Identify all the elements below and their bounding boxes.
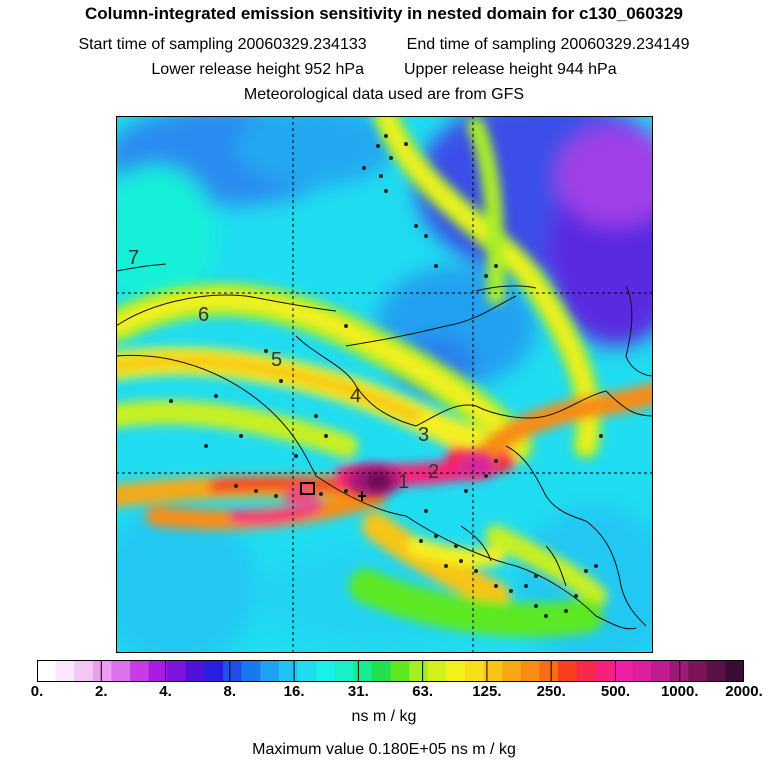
colorbar-tick-label: 8.: [223, 683, 237, 700]
colorbar-cell: [576, 660, 596, 682]
colorbar-cell: [204, 660, 224, 682]
day-label: 7: [128, 247, 139, 269]
colorbar-tick-label: 0.: [30, 683, 44, 700]
day-label: 2: [428, 461, 439, 483]
colorbar-cell: [557, 660, 578, 682]
lower-release-label: Lower release height: [151, 61, 300, 78]
day-labels: 7 6 5 4 3 21: [128, 247, 439, 493]
colorbar-cell: [278, 660, 299, 682]
colorbar-cell: [464, 660, 485, 682]
release-point-marker: [358, 491, 366, 501]
colorbar-cell: [297, 660, 317, 682]
colorbar-cell: [148, 660, 168, 682]
colorbar-tick-label: 500.: [600, 683, 631, 700]
end-time-value: 20060329.234149: [560, 36, 690, 53]
day-label: 3: [418, 424, 429, 446]
colorbar-cell: [55, 660, 75, 682]
colorbar-cell: [520, 660, 540, 682]
colorbar-tick-label: 16.: [283, 683, 305, 700]
particle-markers: [169, 134, 603, 618]
colorbar-cell: [688, 660, 708, 682]
colorbar-tick-label: 2.: [95, 683, 108, 700]
colorbar-cell: [241, 660, 261, 682]
sampling-times: Start time of sampling 20060329.234133 En…: [0, 36, 768, 54]
colorbar-cell: [390, 660, 410, 682]
colorbar-cell: [260, 660, 280, 682]
colorbar-cell: [223, 660, 243, 682]
colorbar-cell: [595, 660, 615, 682]
lower-release-value: 952 hPa: [304, 61, 364, 78]
day-label: 5: [271, 349, 282, 371]
colorbar-cell: [353, 660, 373, 682]
day-label: 1: [398, 471, 409, 493]
release-heights: Lower release height 952 hPa Upper releas…: [0, 61, 768, 79]
colorbar-tick-label: 4.: [159, 683, 172, 700]
colorbar-tick-label: 63.: [412, 683, 434, 700]
colorbar-cell: [316, 660, 336, 682]
sensitivity-map: 7 6 5 4 3 21: [116, 116, 653, 653]
map-frame: [116, 116, 653, 653]
colorbar-tick-label: 125.: [472, 683, 502, 700]
colorbar-cell: [185, 660, 206, 682]
colorbar-cell: [632, 660, 652, 682]
colorbar-cell: [725, 660, 744, 682]
colorbar-cell: [130, 660, 150, 682]
colorbar-cell: [167, 660, 187, 682]
colorbar-cell: [334, 660, 354, 682]
colorbar-cell: [427, 660, 447, 682]
colorbar-cell: [446, 660, 466, 682]
colorbar-tick-label: 2000.: [725, 683, 763, 700]
end-time-label: End time of sampling: [406, 36, 557, 53]
colorbar-cell: [74, 660, 94, 682]
colorbar-cell: [92, 660, 113, 682]
start-time-value: 20060329.234133: [237, 36, 367, 53]
colorbar-tick-label: 1000.: [660, 683, 699, 700]
colorbar-cell: [539, 660, 559, 682]
upper-release-value: 944 hPa: [557, 61, 617, 78]
met-data-note: Meteorological data used are from GFS: [243, 86, 525, 103]
start-time-label: Start time of sampling: [78, 36, 234, 53]
maximum-value: Maximum value 0.180E+05 ns m / kg: [252, 741, 516, 758]
colorbar-cell: [111, 660, 131, 682]
colorbar-cell: [650, 660, 671, 682]
colorbar-cell: [669, 660, 689, 682]
colorbar-cell: [409, 660, 429, 682]
colorbar-tick-label: 31.: [347, 683, 369, 700]
colorbar-cell: [371, 660, 392, 682]
colorbar-cell: [706, 660, 726, 682]
colorbar-cell: [483, 660, 503, 682]
day-label: 4: [350, 385, 361, 407]
colorbar-tick-label: 250.: [536, 683, 566, 700]
sensitivity-field: 7 6 5 4 3 21: [116, 116, 653, 653]
day-label: 6: [198, 304, 209, 326]
colorbar-cell: [37, 660, 57, 682]
colorbar-units: ns m / kg: [351, 708, 417, 725]
upper-release-label: Upper release height: [404, 61, 553, 78]
colorbar-cell: [613, 660, 633, 682]
colorbar: [37, 660, 744, 682]
release-box-marker: [300, 482, 315, 495]
page-title: Column-integrated emission sensitivity i…: [84, 4, 684, 23]
colorbar-cell: [502, 660, 522, 682]
